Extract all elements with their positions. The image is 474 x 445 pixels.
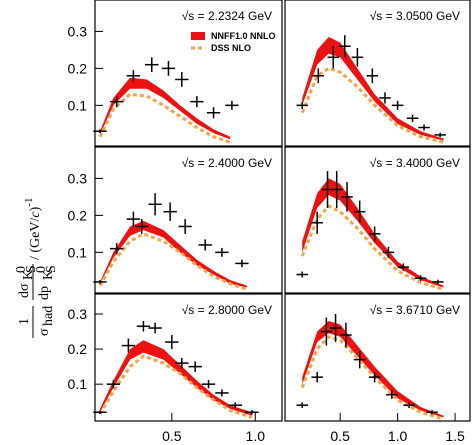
- annotation: √s = 2.8000 GeV: [182, 303, 272, 317]
- legend-label: DSS NLO: [211, 43, 251, 53]
- y-label-part: K: [21, 270, 36, 280]
- uncertainty-band: [100, 220, 247, 288]
- y-label-part: -1: [23, 198, 35, 207]
- curve: [300, 204, 444, 291]
- y-label-part: 0: [14, 266, 29, 273]
- x-tick-label: 0.5: [162, 428, 182, 444]
- y-label-part: σ: [37, 328, 52, 336]
- x-tick-label: 0.5: [330, 428, 350, 444]
- y-label-part: dσ: [17, 283, 32, 298]
- y-tick-label: 0.1: [68, 97, 88, 113]
- x-tick-label: 1.0: [246, 428, 266, 444]
- y-label-part: S: [44, 265, 59, 273]
- y-tick-label: 0.2: [68, 60, 88, 76]
- y-label-part: 0: [34, 266, 49, 273]
- panel-frame: [94, 146, 283, 294]
- uncertainty-band: [100, 340, 252, 416]
- y-tick-label: 0.1: [68, 376, 88, 392]
- y-label-unit: / (GeV/c)-1: [23, 198, 43, 260]
- y-tick-label: 0.3: [68, 306, 88, 322]
- y-axis-label: 1 σ had dσ K S 0 dp K S 0 / (GeV/c)-1: [14, 198, 59, 338]
- y-label-part: K: [41, 270, 56, 280]
- y-label-part: / (GeV/: [28, 218, 43, 260]
- y-label-part: dp: [37, 286, 52, 300]
- y-label-part: had: [41, 306, 56, 326]
- panel-frame: [94, 293, 283, 422]
- y-tick-label: 0.2: [68, 207, 88, 223]
- x-tick-label: 1.5: [445, 428, 465, 444]
- y-label-part: ): [28, 206, 43, 211]
- x-tick-label: 1.0: [388, 428, 408, 444]
- uncertainty-band: [100, 77, 231, 140]
- panel-frame: [284, 293, 471, 422]
- annotation: √s = 3.6710 GeV: [370, 303, 460, 317]
- curve: [98, 232, 248, 291]
- y-label-part: c: [28, 211, 43, 218]
- uncertainty-band: [302, 36, 444, 141]
- annotation: √s = 3.0500 GeV: [370, 9, 460, 23]
- curve: [98, 92, 231, 144]
- panel-frame: [94, 0, 283, 147]
- curve: [300, 335, 445, 421]
- uncertainty-band: [302, 321, 444, 418]
- y-tick-label: 0.2: [68, 341, 88, 357]
- y-label-part: 1: [17, 318, 32, 325]
- y-tick-label: 0.1: [68, 244, 88, 260]
- panel-frame: [284, 146, 471, 294]
- y-tick-label: 0.3: [68, 23, 88, 39]
- annotation: √s = 2.4000 GeV: [182, 156, 272, 170]
- annotation: √s = 2.2324 GeV: [182, 9, 272, 23]
- legend-swatch: [191, 32, 205, 40]
- annotation: √s = 3.4000 GeV: [370, 156, 460, 170]
- y-tick-label: 0.3: [68, 170, 88, 186]
- uncertainty-band: [302, 178, 444, 288]
- y-label-part: S: [24, 265, 39, 273]
- panel-frame: [284, 0, 471, 147]
- curve: [300, 66, 444, 144]
- legend-label: NNFF1.0 NNLO: [211, 31, 276, 41]
